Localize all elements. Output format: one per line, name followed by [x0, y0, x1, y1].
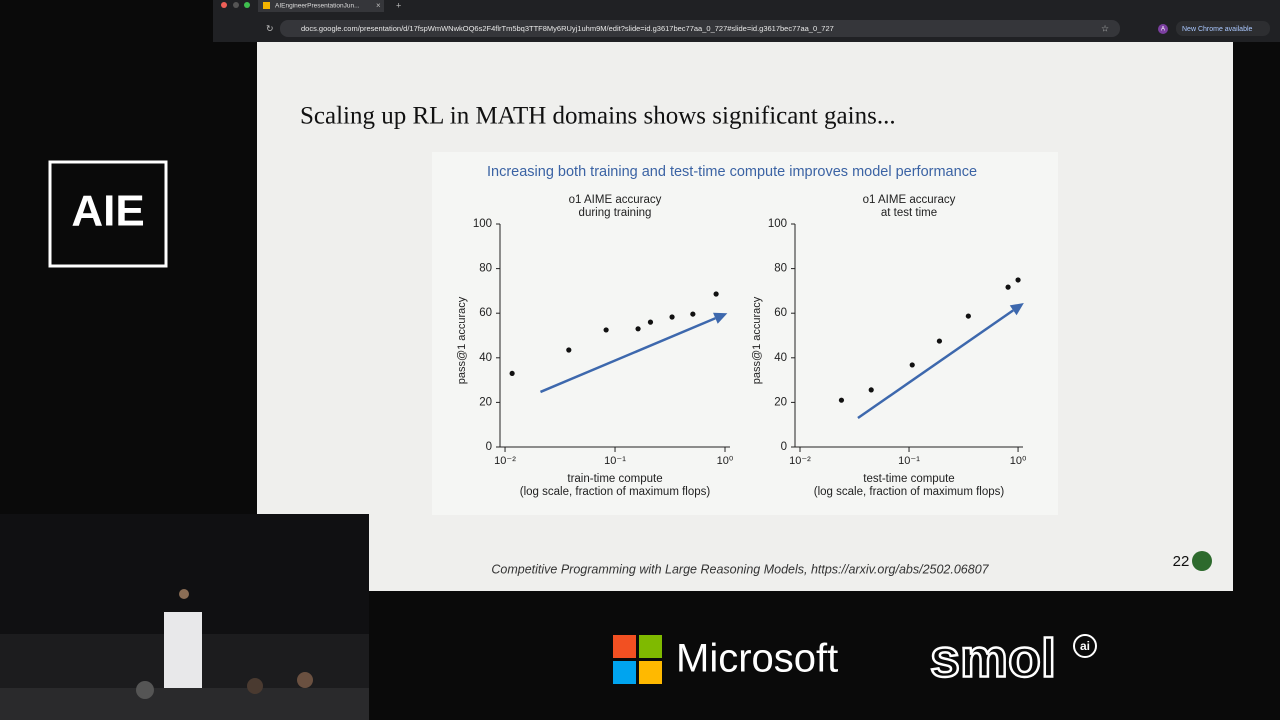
data-point — [690, 311, 696, 317]
arrow-head — [713, 312, 728, 324]
y-tick-label: 60 — [479, 307, 492, 319]
y-tick-label: 20 — [479, 396, 492, 408]
y-tick-label: 40 — [774, 352, 787, 364]
audience — [0, 688, 369, 720]
data-point — [1005, 284, 1011, 290]
chart-title: during training — [579, 207, 652, 219]
podium — [164, 612, 202, 688]
x-tick-label: 10⁰ — [717, 455, 734, 467]
window-maximize[interactable] — [244, 2, 250, 8]
x-axis-label: test-time compute — [863, 473, 954, 485]
speaker — [179, 589, 189, 599]
window-close[interactable] — [221, 2, 227, 8]
address-bar[interactable] — [280, 20, 1120, 37]
ms-square — [613, 661, 636, 684]
update-button[interactable] — [1176, 21, 1270, 36]
new-tab[interactable]: + — [396, 0, 401, 10]
figure-heading: Increasing both training and test-time c… — [487, 164, 977, 180]
x-tick-label: 10⁰ — [1010, 455, 1027, 467]
y-tick-label: 20 — [774, 396, 787, 408]
page-number: 22 — [1173, 553, 1190, 570]
x-tick-label: 10⁻¹ — [898, 455, 920, 467]
tab-title: AIEngineerPresentationJun... — [275, 3, 360, 10]
data-point — [566, 347, 572, 353]
profile-avatar[interactable] — [1158, 24, 1168, 34]
data-point — [603, 327, 609, 333]
reload[interactable]: ↻ — [266, 23, 274, 33]
y-tick-label: 100 — [473, 218, 492, 230]
smol-ai-badge — [1073, 634, 1097, 658]
data-point — [647, 319, 654, 325]
data-point — [635, 326, 641, 332]
audience-head — [297, 672, 313, 688]
caption: Competitive Programming with Large Reaso… — [491, 562, 989, 576]
data-point — [909, 362, 915, 368]
x-axis-label: train-time compute — [567, 473, 662, 485]
x-axis-label: (log scale, fraction of maximum flops) — [814, 486, 1005, 498]
event-logo: AIE — [71, 187, 144, 236]
data-point — [509, 370, 515, 377]
ms-square — [639, 635, 662, 658]
smol-ai: ai — [1080, 639, 1090, 653]
tab-icon — [263, 2, 270, 9]
y-tick-label: 0 — [486, 441, 492, 453]
audience-head — [247, 678, 263, 694]
y-axis-label: pass@1 accuracy — [751, 296, 763, 384]
y-tick-label: 0 — [781, 441, 787, 453]
microsoft-logo: Microsoft — [676, 637, 838, 681]
update-label[interactable]: New Chrome available — [1182, 26, 1253, 33]
ms-square — [613, 635, 636, 658]
data-point — [965, 313, 971, 319]
y-tick-label: 80 — [774, 263, 787, 275]
data-point — [669, 314, 675, 320]
data-point — [838, 397, 845, 403]
slide-title: Scaling up RL in MATH domains shows sign… — [300, 103, 896, 130]
figure-panel — [432, 152, 1058, 515]
window-minimize[interactable] — [233, 2, 239, 8]
data-point — [713, 291, 719, 297]
y-tick-label: 100 — [768, 218, 787, 230]
chart-title: at test time — [881, 207, 937, 219]
smol-logo: smol — [930, 628, 1056, 688]
y-tick-label: 80 — [479, 263, 492, 275]
chart-title: o1 AIME accuracy — [863, 194, 956, 206]
y-axis-label: pass@1 accuracy — [456, 296, 468, 384]
bookmark[interactable]: ☆ — [1101, 23, 1109, 33]
y-tick-label: 40 — [479, 352, 492, 364]
chart-title: o1 AIME accuracy — [569, 194, 662, 206]
page-badge — [1192, 551, 1212, 571]
x-tick-label: 10⁻² — [494, 455, 516, 467]
event-logo-frame — [48, 160, 168, 268]
tab-close[interactable]: × — [376, 1, 381, 10]
data-point — [936, 338, 943, 344]
x-tick-label: 10⁻² — [789, 455, 811, 467]
trend-arrow — [539, 317, 716, 394]
profile-initial: A — [1161, 27, 1165, 33]
tab[interactable] — [258, 0, 384, 12]
trend-arrow — [857, 309, 1014, 420]
data-point — [1015, 277, 1021, 283]
arrow-head — [1009, 302, 1024, 316]
y-tick-label: 60 — [774, 307, 787, 319]
x-tick-label: 10⁻¹ — [604, 455, 626, 467]
ms-square — [639, 661, 662, 684]
data-point — [868, 387, 874, 393]
url[interactable]: docs.google.com/presentation/d/17fspWmWN… — [301, 24, 834, 33]
x-axis-label: (log scale, fraction of maximum flops) — [520, 486, 711, 498]
audience-head — [136, 681, 154, 699]
